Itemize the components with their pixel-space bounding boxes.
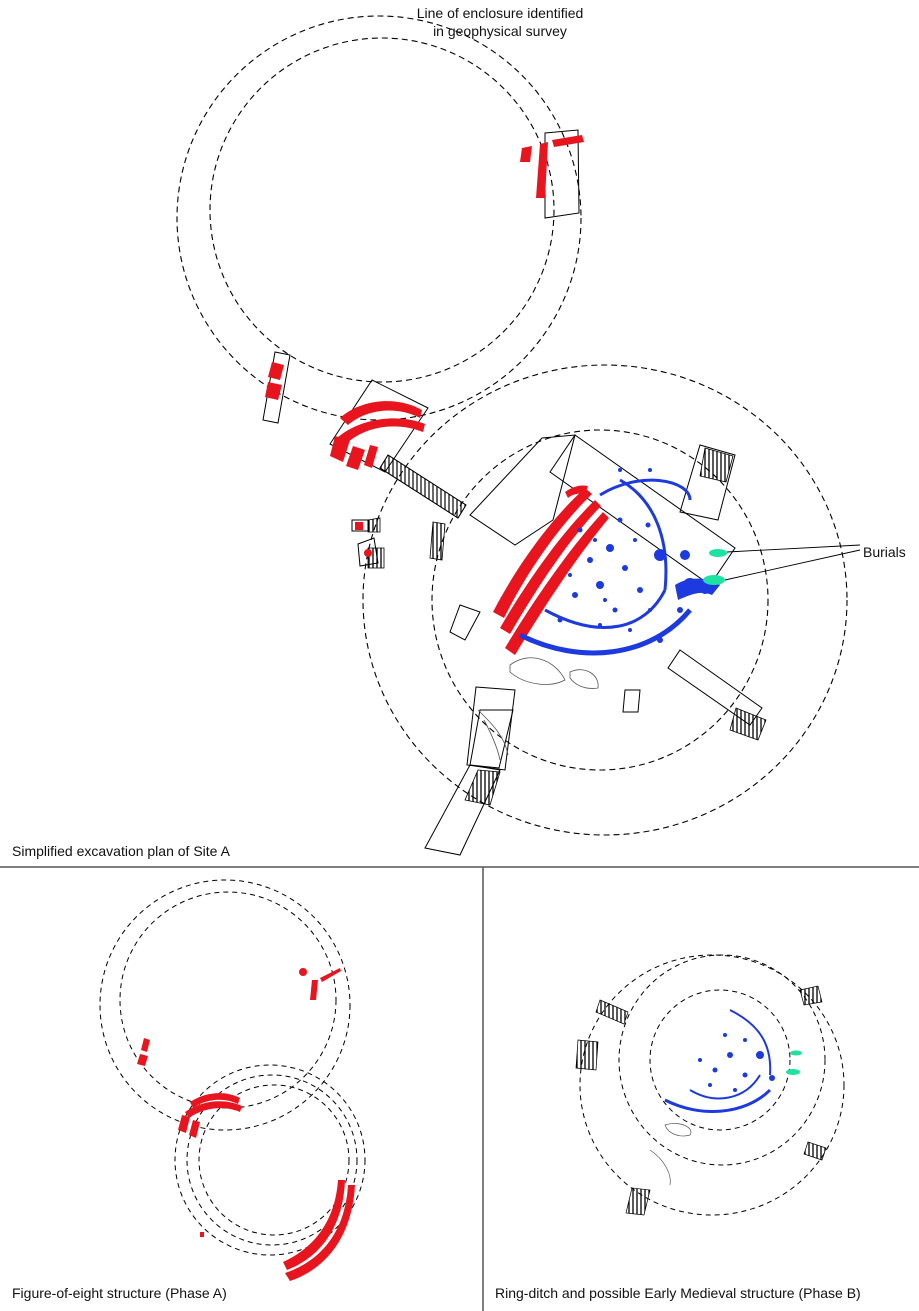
hatch-nw-inner <box>429 521 446 561</box>
phase-b-panel <box>575 954 845 1216</box>
phase-b-features <box>518 468 720 656</box>
phase-b-panel-wall-outer <box>664 1088 772 1113</box>
phase-b-hatch-nw <box>595 999 629 1025</box>
phase-a-south-outer <box>174 1064 366 1256</box>
phase-a-fill-w-1 <box>141 1038 150 1052</box>
phase-b-middle-ring <box>618 954 826 1166</box>
phase-a-south-inner <box>198 1084 350 1236</box>
phase-a-fill-se-1 <box>283 1180 345 1270</box>
phase-a-fill-c-2 <box>185 1101 242 1118</box>
north-enclosure-inner-ring <box>209 37 555 383</box>
caption-site-a: Simplified excavation plan of Site A <box>12 843 230 859</box>
ditch-fill-small-2 <box>364 549 372 557</box>
phase-b-arc-east <box>619 478 668 591</box>
ditch-fill-w-2 <box>265 382 282 400</box>
phase-b-inner-ring <box>649 989 791 1131</box>
hatched-ditch-sections <box>367 447 767 806</box>
ditch-fill-central-3 <box>330 436 350 462</box>
phase-a-north-inner <box>119 891 337 1109</box>
phase-b-burial-2 <box>786 1069 800 1075</box>
ditch-fill-ne-3 <box>552 135 584 147</box>
ring-ditch-fill-4 <box>565 485 588 498</box>
burials-leaders <box>724 544 861 581</box>
phase-a-fill-ne-3 <box>320 968 341 982</box>
phase-a-south-middle <box>186 1074 358 1246</box>
phase-a-panel <box>99 879 366 1281</box>
phase-a-fill-ne-1 <box>299 968 307 976</box>
phase-b-hatch-w <box>575 1039 599 1071</box>
hatch-nw-arm <box>379 454 467 519</box>
survey-label-line-2: in geophysical survey <box>433 23 567 39</box>
phase-a-fill-ne-2 <box>310 980 318 1000</box>
ditch-fill-ne-1 <box>520 146 532 162</box>
phase-b-wall-inner <box>544 589 667 629</box>
phase-a-fill-c-1 <box>190 1093 240 1108</box>
ditch-fill-small-1 <box>355 522 363 530</box>
main-plan <box>176 15 861 856</box>
north-enclosure <box>176 15 582 421</box>
ring-ditch-fill-3 <box>505 512 609 655</box>
ring-ditch-fill-1 <box>493 488 592 618</box>
trench-sw-box-1 <box>449 604 481 641</box>
ditch-fill-w-1 <box>268 362 284 380</box>
phase-b-hatch-sw <box>625 1187 651 1216</box>
burials <box>703 549 727 585</box>
north-enclosure-outer-ring <box>176 15 582 421</box>
phase-b-arc-north <box>599 478 692 501</box>
phase-b-outer-ring <box>579 954 845 1216</box>
survey-label-line-1: Line of enclosure identified <box>416 5 584 21</box>
trench-south-arm <box>424 764 501 856</box>
south-enclosure-inner-ring <box>431 429 769 771</box>
ditch-fill-central-1 <box>340 401 422 425</box>
ditch-fill-central-2 <box>335 418 425 447</box>
hatch-se-arm <box>729 707 767 741</box>
trench-small-box <box>622 689 641 713</box>
caption-phase-a: Figure-of-eight structure (Phase A) <box>12 1285 227 1301</box>
trench-sw-box-2 <box>466 686 516 771</box>
phase-b-burial-1 <box>790 1050 802 1056</box>
phase-a-fill-se-2 <box>285 1185 355 1281</box>
phase-a-fill-c-4 <box>189 1120 200 1138</box>
ditch-fill-central-4 <box>346 446 365 470</box>
south-enclosure <box>362 364 848 836</box>
ditch-fill-central-5 <box>364 445 378 468</box>
burial-leader-1 <box>726 544 861 553</box>
phase-b-panel-wall-inner <box>689 1074 761 1100</box>
ditch-fill-ne-2 <box>536 142 548 198</box>
burial-2 <box>703 575 725 585</box>
trench-main-west <box>469 434 576 546</box>
south-enclosure-outer-ring <box>362 364 848 836</box>
trench-sw-box-3 <box>469 709 514 769</box>
phase-a-fill-w-2 <box>137 1054 148 1066</box>
burial-leader-2 <box>724 549 861 581</box>
phase-b-panel-arc <box>729 1009 772 1076</box>
burial-1 <box>709 549 727 557</box>
burials-label: Burials <box>863 544 906 560</box>
survey-enclosure-label: Line of enclosure identified in geophysi… <box>400 4 600 40</box>
other-contexts <box>477 657 599 761</box>
hatch-ne-arm <box>699 447 734 483</box>
phase-b-hatch-se <box>803 1141 827 1161</box>
hatch-small-1 <box>367 517 381 533</box>
ring-ditch-fill-2 <box>500 500 601 634</box>
phase-b-wall-outer <box>518 608 692 656</box>
phase-a-fill-c-3 <box>178 1115 190 1133</box>
trench-central-north <box>329 379 429 473</box>
hatch-south-arm <box>464 769 501 806</box>
phase-a-north-outer <box>99 879 351 1131</box>
phase-b-hatch-ne <box>799 985 823 1006</box>
caption-phase-b: Ring-ditch and possible Early Medieval s… <box>495 1285 861 1301</box>
phase-a-fill-small <box>200 1232 204 1237</box>
phase-a-ditches <box>265 135 609 655</box>
